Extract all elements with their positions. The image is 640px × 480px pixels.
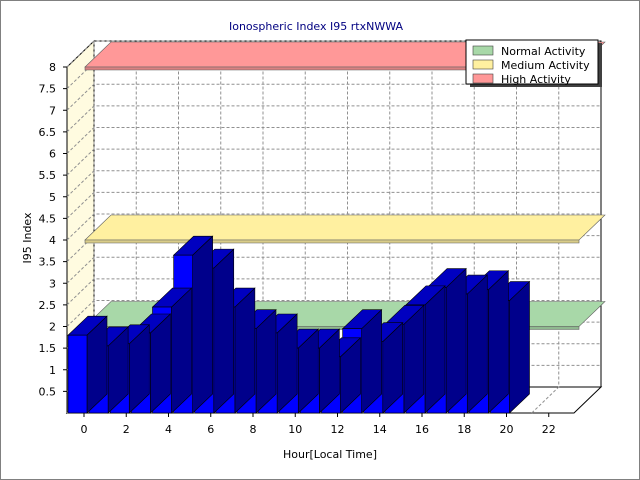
legend-label: High Activity xyxy=(501,73,571,86)
legend-swatch xyxy=(472,59,494,70)
y-tick-label: 1.5 xyxy=(39,342,57,355)
x-tick-label: 22 xyxy=(542,423,556,436)
gridline-y xyxy=(66,170,601,198)
x-tick-label: 16 xyxy=(415,423,429,436)
x-tick-label: 4 xyxy=(165,423,172,436)
y-tick-label: 6.5 xyxy=(39,126,57,139)
gridline-y xyxy=(66,105,601,133)
bar-side xyxy=(488,270,509,414)
bar-series xyxy=(67,235,531,414)
y-tick-label: 1 xyxy=(49,364,56,377)
bar-side xyxy=(509,280,530,414)
y-tick-label: 5 xyxy=(49,191,56,204)
legend-label: Normal Activity xyxy=(501,45,586,58)
y-tick-label: 6 xyxy=(49,148,56,161)
legend-swatch xyxy=(472,45,494,56)
x-tick-label: 8 xyxy=(250,423,257,436)
y-tick-label: 7.5 xyxy=(39,83,57,96)
x-tick-label: 0 xyxy=(81,423,88,436)
bar-side xyxy=(192,235,213,414)
y-tick-label: 4 xyxy=(49,234,56,247)
band-top xyxy=(84,214,606,241)
x-tick-label: 2 xyxy=(123,423,130,436)
y-tick-label: 2.5 xyxy=(39,299,57,312)
x-axis-label: Hour[Local Time] xyxy=(283,448,377,461)
x-tick-label: 6 xyxy=(207,423,214,436)
x-tick-label: 12 xyxy=(331,423,345,436)
bar-side xyxy=(424,285,446,414)
gridline-x xyxy=(531,41,560,414)
bar xyxy=(67,315,108,414)
x-axis-ticks: 0 2 4 6 8 10 12 14 16 18 20 22 xyxy=(81,413,556,436)
y-tick-label: 7 xyxy=(49,104,56,117)
x-tick-label: 10 xyxy=(288,423,302,436)
legend-swatch xyxy=(472,73,494,84)
x-tick-label: 20 xyxy=(500,423,514,436)
y-tick-label: 5.5 xyxy=(39,169,57,182)
legend-label: Medium Activity xyxy=(501,59,590,72)
bar-side xyxy=(445,267,467,414)
y-tick-label: 0.5 xyxy=(39,385,57,398)
y-tick-label: 3.5 xyxy=(39,256,57,269)
x-tick-label: 14 xyxy=(373,423,387,436)
bar-side xyxy=(213,248,235,414)
y-tick-label: 4.5 xyxy=(39,212,57,225)
y-tick-label: 8 xyxy=(49,61,56,74)
bar-front xyxy=(67,334,88,414)
bar-side xyxy=(466,274,488,414)
y-axis-ticks: 0.5 1 1.5 2 2.5 3 3.5 4 4.5 5 5.5 6 6.5 7 7.5 8 xyxy=(39,61,67,398)
x-tick-label: 18 xyxy=(457,423,471,436)
band-front xyxy=(84,239,580,244)
gridline-y xyxy=(66,40,601,68)
y-tick-label: 2 xyxy=(49,321,56,334)
y-tick-label: 3 xyxy=(49,277,56,290)
bar-side xyxy=(171,287,192,414)
bar-side xyxy=(234,287,256,414)
chart-title: Ionospheric Index I95 rtxNWWA xyxy=(229,20,403,33)
y-axis-label: I95 Index xyxy=(21,212,34,264)
